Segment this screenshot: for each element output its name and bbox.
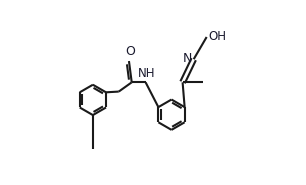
Text: NH: NH xyxy=(138,67,155,80)
Text: O: O xyxy=(125,45,135,58)
Text: N: N xyxy=(183,52,192,65)
Text: OH: OH xyxy=(208,30,226,43)
